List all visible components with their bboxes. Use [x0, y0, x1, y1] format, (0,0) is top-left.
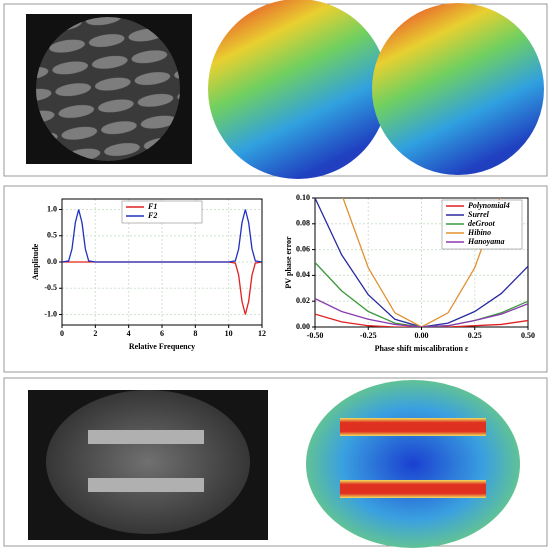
x-axis-label: Phase shift miscalibration ε	[375, 344, 469, 353]
x-tick-label: 2	[93, 329, 97, 338]
sample-ellipse	[46, 390, 250, 534]
y-axis-label: PV phase error	[284, 236, 293, 289]
result-ellipse	[306, 380, 520, 548]
y-axis-label: Amplitude	[31, 243, 40, 280]
legend-label: Hanoyama	[467, 237, 504, 246]
y-tick-label: 0.06	[296, 244, 310, 253]
legend-label: Polynomial4	[468, 201, 510, 210]
y-tick-label: 0.00	[296, 322, 310, 331]
x-tick-label: 6	[160, 329, 164, 338]
phase-map	[372, 3, 544, 175]
sample-bar	[88, 430, 204, 444]
sample-bar	[88, 478, 204, 492]
x-tick-label: 0	[60, 329, 64, 338]
y-tick-label: 0.0	[47, 257, 57, 266]
x-tick-label: -0.25	[360, 331, 377, 340]
y-tick-label: 0.02	[296, 296, 310, 305]
x-tick-label: 0.00	[415, 331, 429, 340]
page: 0 2 4 6 8 10 12 -1.0 -0.5 0.0 0.5 1.0 Relative Frequ…	[0, 0, 551, 550]
y-tick-label: 1.0	[47, 204, 57, 213]
y-tick-label: 0.5	[47, 231, 57, 240]
y-tick-label: 0.04	[296, 270, 310, 279]
legend-label: F2	[147, 211, 157, 220]
legend-label: deGroot	[468, 219, 495, 228]
y-tick-label: -1.0	[44, 309, 57, 318]
x-tick-label: 0.50	[521, 331, 535, 340]
y-tick-label: 0.10	[296, 193, 310, 202]
x-tick-label: -0.50	[307, 331, 324, 340]
legend-label: F1	[147, 202, 157, 211]
phase-map	[208, 0, 388, 179]
x-tick-label: 12	[258, 329, 266, 338]
legend-label: Hibino	[467, 228, 491, 237]
result-bar	[340, 418, 486, 436]
x-tick-label: 4	[127, 329, 131, 338]
legend-box	[122, 201, 202, 223]
x-tick-label: 10	[225, 329, 233, 338]
x-axis-label: Relative Frequency	[129, 342, 195, 351]
y-tick-label: -0.5	[44, 283, 57, 292]
result-bar	[340, 480, 486, 498]
x-tick-label: 0.25	[468, 331, 482, 340]
fringe-disk	[36, 17, 180, 161]
legend-label: Surrel	[468, 210, 490, 219]
y-tick-label: 0.08	[296, 219, 310, 228]
figure: 0 2 4 6 8 10 12 -1.0 -0.5 0.0 0.5 1.0 Relative Frequ…	[0, 0, 551, 550]
x-tick-label: 8	[193, 329, 197, 338]
